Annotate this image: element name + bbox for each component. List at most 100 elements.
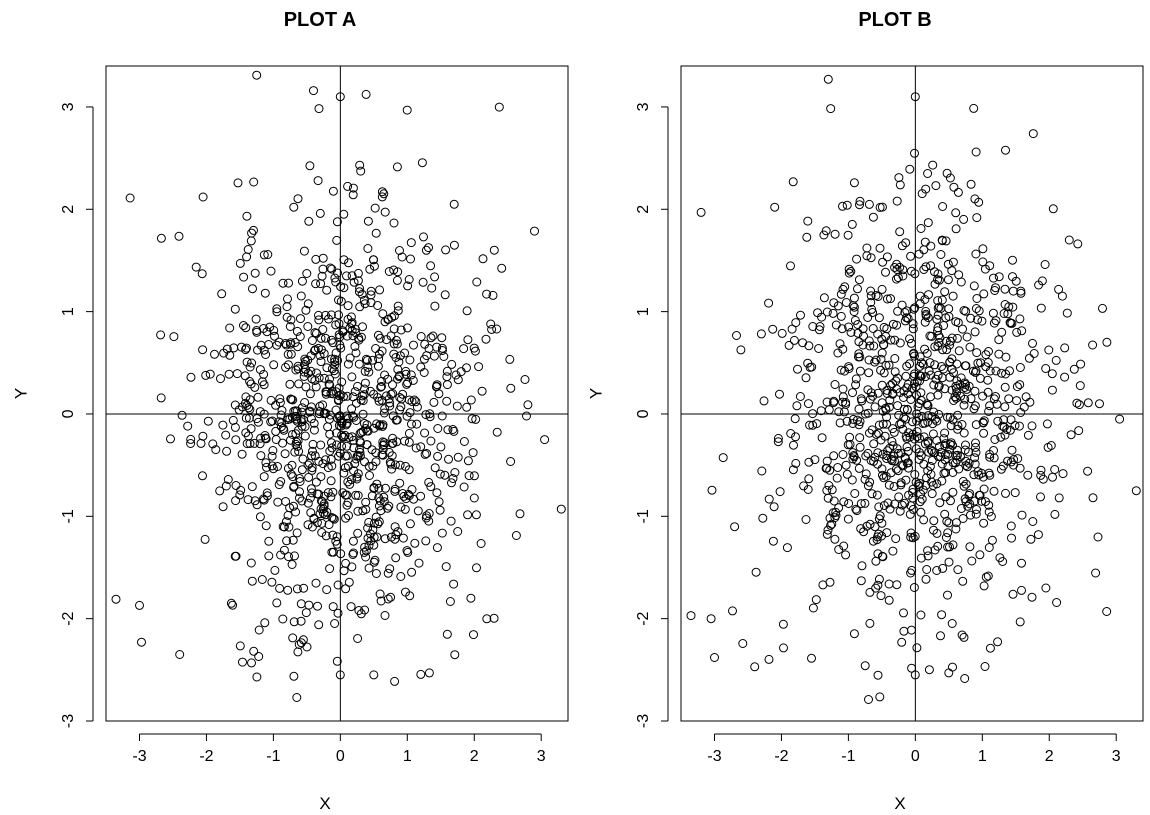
data-point bbox=[958, 324, 967, 334]
data-point bbox=[778, 619, 788, 629]
data-point bbox=[757, 466, 767, 476]
data-point bbox=[922, 565, 932, 574]
data-point bbox=[928, 160, 938, 170]
data-point bbox=[447, 359, 457, 369]
data-point bbox=[906, 338, 916, 348]
data-point bbox=[871, 429, 881, 439]
data-point bbox=[404, 275, 414, 284]
data-point bbox=[849, 293, 859, 303]
data-point bbox=[951, 393, 961, 403]
data-point bbox=[912, 390, 921, 400]
data-point bbox=[198, 192, 208, 202]
data-point bbox=[299, 583, 309, 593]
data-point bbox=[1048, 472, 1057, 482]
data-point bbox=[843, 514, 853, 524]
data-point bbox=[1000, 430, 1010, 440]
data-point bbox=[973, 358, 983, 368]
data-point bbox=[1047, 385, 1057, 395]
data-point bbox=[271, 400, 281, 410]
data-point bbox=[258, 494, 268, 504]
data-point bbox=[345, 323, 355, 333]
data-point bbox=[399, 491, 409, 501]
data-point bbox=[993, 637, 1003, 647]
data-point bbox=[920, 237, 930, 247]
data-point bbox=[327, 513, 337, 522]
data-point bbox=[1001, 145, 1010, 155]
data-point bbox=[405, 355, 415, 365]
data-point bbox=[899, 413, 909, 423]
data-point bbox=[302, 269, 312, 278]
data-point bbox=[364, 517, 374, 527]
data-point bbox=[413, 506, 423, 516]
data-point bbox=[905, 509, 915, 519]
data-point bbox=[990, 435, 1000, 444]
data-point bbox=[293, 194, 303, 204]
data-point bbox=[924, 665, 934, 675]
data-point bbox=[822, 485, 832, 495]
data-point bbox=[416, 442, 426, 452]
data-point bbox=[429, 397, 439, 407]
data-point bbox=[341, 584, 351, 594]
data-point bbox=[370, 518, 379, 528]
data-point bbox=[937, 610, 947, 620]
data-point bbox=[833, 301, 843, 311]
data-point bbox=[933, 269, 943, 279]
y-tick-label: 2 bbox=[635, 205, 652, 214]
x-axis-label: X bbox=[894, 794, 905, 813]
data-point bbox=[427, 283, 437, 293]
data-point bbox=[864, 695, 873, 704]
data-point bbox=[474, 362, 484, 372]
data-point bbox=[990, 286, 1000, 295]
data-point bbox=[908, 319, 918, 329]
data-point bbox=[175, 650, 185, 659]
data-point bbox=[445, 597, 455, 606]
data-point bbox=[869, 439, 879, 449]
data-point bbox=[898, 265, 908, 275]
data-point bbox=[403, 323, 412, 333]
data-point bbox=[478, 254, 488, 264]
data-point bbox=[361, 89, 371, 99]
data-point bbox=[377, 346, 387, 356]
x-tick-label: -2 bbox=[774, 748, 788, 765]
data-point bbox=[233, 178, 243, 188]
data-point bbox=[945, 439, 955, 449]
data-point bbox=[335, 92, 345, 102]
data-point bbox=[863, 313, 873, 322]
data-point bbox=[773, 437, 783, 447]
data-point bbox=[835, 418, 845, 428]
data-point bbox=[267, 416, 277, 426]
data-point bbox=[944, 304, 954, 314]
data-point bbox=[279, 545, 289, 555]
data-point bbox=[842, 469, 852, 479]
data-point bbox=[249, 646, 259, 656]
data-point bbox=[961, 479, 971, 489]
data-point bbox=[259, 380, 269, 390]
data-point bbox=[317, 497, 327, 507]
data-point bbox=[489, 245, 499, 255]
data-point bbox=[946, 438, 956, 448]
data-point bbox=[849, 629, 859, 639]
data-point bbox=[293, 436, 303, 446]
data-point bbox=[462, 363, 471, 373]
data-point bbox=[319, 409, 329, 419]
data-point bbox=[386, 532, 396, 542]
data-point bbox=[1052, 598, 1062, 607]
data-point bbox=[364, 367, 374, 377]
data-point bbox=[883, 498, 893, 508]
data-point bbox=[706, 614, 716, 624]
data-point bbox=[959, 214, 969, 224]
x-tick-label: 1 bbox=[403, 748, 412, 765]
data-point bbox=[323, 463, 333, 473]
data-point bbox=[228, 415, 238, 425]
data-point bbox=[707, 485, 717, 495]
data-point bbox=[793, 364, 802, 374]
data-point bbox=[402, 105, 412, 115]
data-point bbox=[291, 507, 301, 517]
data-point bbox=[1036, 465, 1046, 475]
data-point bbox=[902, 313, 911, 323]
data-point bbox=[341, 451, 350, 461]
data-point bbox=[945, 444, 954, 454]
data-point bbox=[424, 668, 434, 678]
data-point bbox=[942, 345, 952, 355]
data-point bbox=[888, 546, 898, 556]
